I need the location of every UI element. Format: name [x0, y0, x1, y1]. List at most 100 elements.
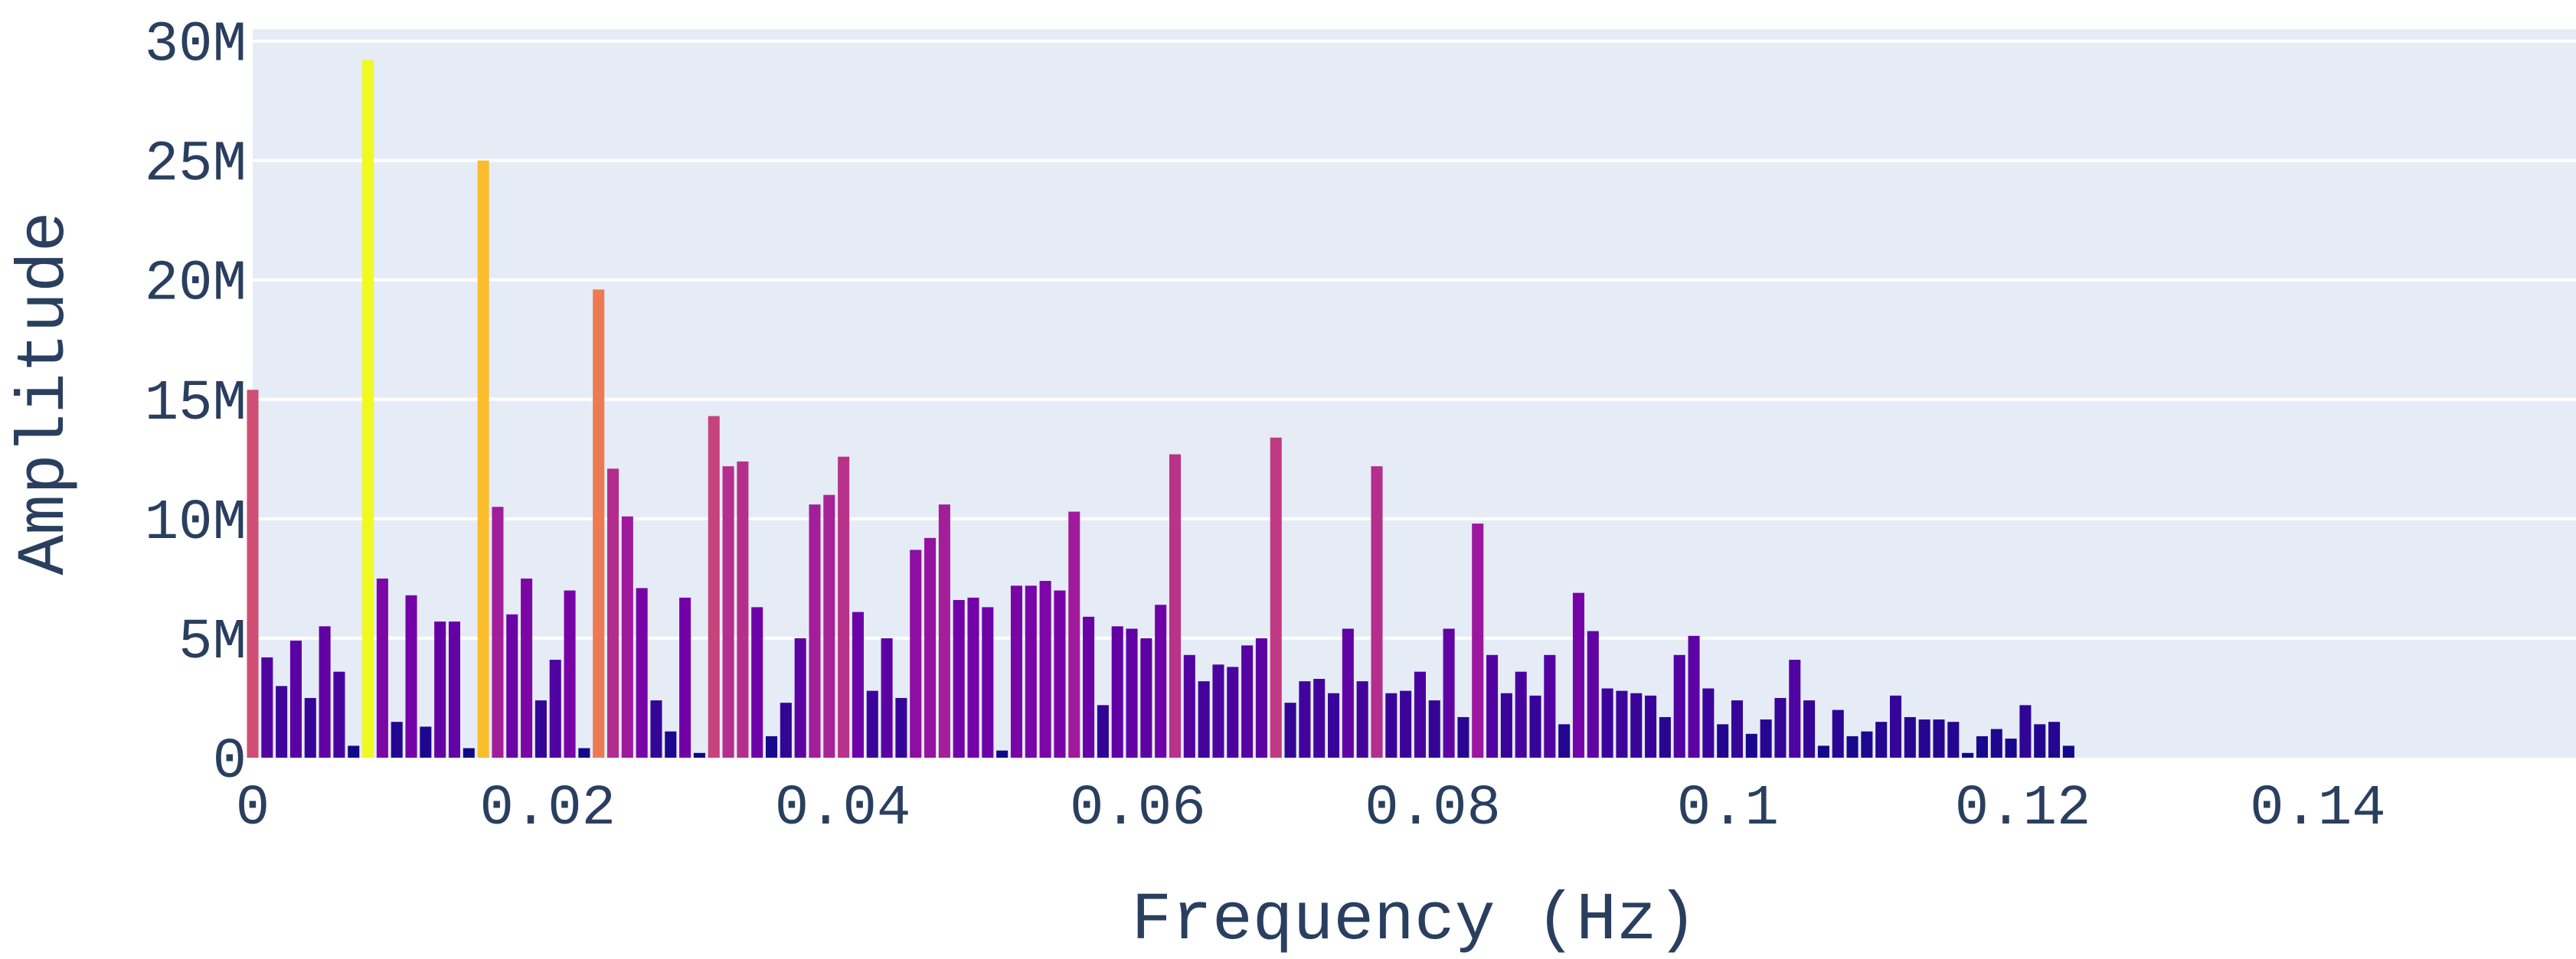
bar	[534, 700, 547, 758]
bar	[996, 750, 1008, 758]
bar	[1457, 716, 1469, 758]
bar	[1097, 705, 1109, 758]
x-tick-label: 0	[236, 777, 270, 841]
y-tick-label: 30M	[145, 14, 247, 78]
bar	[1126, 628, 1138, 758]
bar	[1846, 736, 1858, 758]
bar	[1472, 524, 1484, 758]
bar	[549, 660, 561, 758]
y-tick-label: 5M	[178, 611, 247, 675]
bar	[2062, 745, 2074, 758]
bar	[521, 578, 533, 758]
bar	[1385, 693, 1398, 758]
y-tick-label: 10M	[145, 491, 247, 556]
bar	[2048, 722, 2061, 758]
bar	[1544, 654, 1556, 758]
bar	[1083, 616, 1095, 758]
bar	[1443, 628, 1455, 758]
bar	[823, 494, 835, 758]
bar	[1313, 678, 1326, 758]
bar	[578, 748, 590, 758]
bar	[1875, 722, 1888, 758]
bar	[1601, 688, 1613, 758]
bar	[780, 703, 792, 758]
bar	[1169, 454, 1182, 758]
bar	[1731, 700, 1744, 758]
y-tick-label: 0	[213, 730, 247, 794]
bar	[852, 612, 864, 758]
bar	[1673, 654, 1685, 758]
bar	[362, 60, 374, 758]
x-tick-label: 0.08	[1365, 777, 1501, 841]
bar	[1198, 681, 1210, 758]
bar	[1918, 719, 1930, 758]
bar	[1500, 693, 1512, 758]
bar	[982, 607, 994, 758]
y-tick-label: 15M	[145, 372, 247, 436]
bar	[938, 504, 950, 758]
bar	[751, 607, 763, 758]
bar	[1284, 703, 1296, 758]
bar	[2019, 705, 2032, 758]
bar	[910, 550, 922, 758]
bar	[1529, 695, 1541, 758]
bar	[564, 590, 576, 758]
bar	[1515, 671, 1527, 758]
bar	[1774, 697, 1787, 758]
bar	[1039, 581, 1051, 758]
bar	[1630, 693, 1643, 758]
bar	[766, 736, 778, 758]
bar	[1717, 724, 1729, 758]
bar	[809, 504, 821, 758]
bar	[593, 289, 605, 758]
bar	[2005, 739, 2017, 758]
bar	[1414, 671, 1426, 758]
bar	[477, 160, 489, 758]
bar	[838, 456, 850, 758]
bar	[1054, 590, 1066, 758]
bar	[650, 700, 662, 758]
bar	[333, 671, 345, 758]
bar	[708, 416, 720, 758]
bar	[1428, 700, 1440, 758]
bar	[1486, 654, 1499, 758]
bar	[304, 697, 316, 758]
bar	[1371, 466, 1383, 758]
bar	[463, 748, 475, 758]
bar	[1817, 745, 1829, 758]
bar	[606, 468, 619, 758]
bar	[1558, 724, 1571, 758]
bar	[1659, 716, 1671, 758]
bar	[420, 726, 432, 758]
bar	[636, 588, 648, 758]
bar	[1140, 638, 1152, 758]
bar	[1572, 592, 1585, 758]
bar	[1068, 511, 1080, 758]
bar	[737, 461, 749, 758]
bar	[1270, 437, 1282, 758]
x-tick-label: 0.02	[479, 777, 616, 841]
bar	[794, 638, 806, 758]
bar	[953, 599, 965, 758]
bar	[247, 390, 259, 758]
bar	[1904, 716, 1916, 758]
bar	[895, 697, 907, 758]
bar	[693, 752, 705, 758]
y-axis-title: Amplitude	[8, 211, 83, 575]
bar	[289, 641, 302, 758]
bar	[1832, 709, 1844, 758]
bar	[1227, 667, 1239, 758]
bar	[1587, 631, 1599, 758]
bar	[448, 621, 461, 758]
x-tick-labels: 0 0.02 0.04 0.06 0.08 0.1 0.12 0.14	[236, 777, 2386, 841]
bar	[261, 657, 273, 758]
x-tick-label: 0.06	[1070, 777, 1206, 841]
bar	[1616, 690, 1628, 758]
y-tick-label: 25M	[145, 133, 247, 197]
bar	[1328, 693, 1340, 758]
bar	[348, 745, 360, 758]
bar	[1976, 736, 1988, 758]
bar	[924, 537, 937, 758]
bar	[967, 597, 979, 758]
bar	[1760, 719, 1772, 758]
